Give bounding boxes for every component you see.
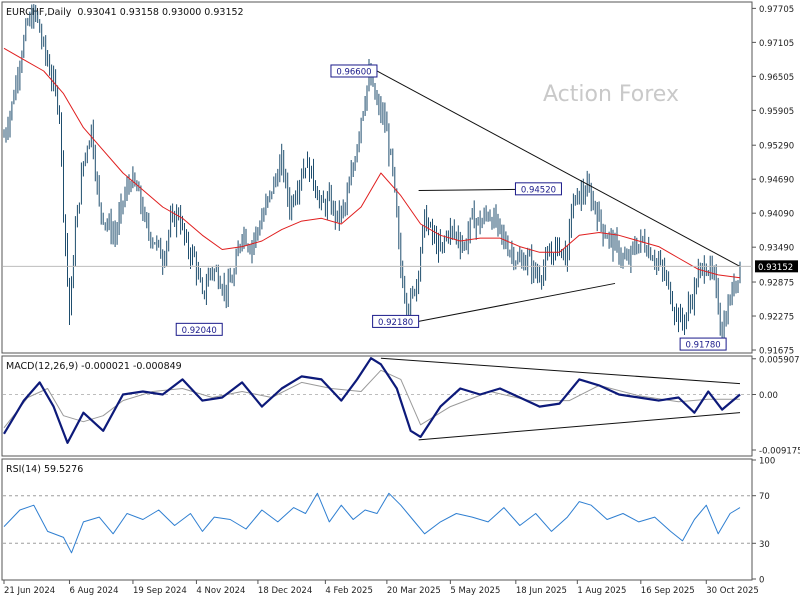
x-tick-label: 21 Jun 2024: [4, 586, 55, 596]
x-tick-label: 18 Dec 2024: [258, 586, 312, 596]
price-annotation-box: [679, 337, 727, 351]
price-y-tick-label: 0.97705: [759, 5, 794, 15]
price-annotation-label: 0.92180: [378, 318, 413, 328]
price-title: EURCHF,Daily 0.93041 0.93158 0.93000 0.93…: [6, 7, 244, 18]
rsi-series-layer: [3, 492, 752, 554]
ohlc-label: 0.93041 0.93158 0.93000 0.93152: [77, 7, 243, 18]
x-tick-label: 4 Nov 2024: [196, 586, 245, 596]
rsi-panel-frame: [1, 458, 753, 581]
x-axis: 21 Jun 2024 6 Aug 2024 19 Sep 2024 4 Nov 20…: [3, 580, 759, 596]
price-annotation-label: 0.91780: [686, 341, 721, 351]
rsi-y-tick-label: 70: [759, 492, 770, 502]
price-y-tick-label: 0.95905: [759, 107, 794, 117]
x-tick-label: 20 Mar 2025: [387, 586, 441, 596]
macd-y-tick-label: 0.005907: [759, 355, 800, 365]
price-y-tick-label: 0.93490: [759, 244, 794, 254]
frames: [1, 1, 753, 581]
price-annotation-box: [514, 182, 562, 196]
price-y-tick-label: 0.91675: [759, 347, 794, 357]
price-annotation-label: 0.94520: [521, 185, 556, 195]
watermark: Action Forex: [543, 82, 679, 107]
price-y-tick-label: 0.94090: [759, 210, 794, 220]
macd-trendline: [418, 412, 741, 441]
x-tick-label: 30 Oct 2025: [706, 586, 759, 596]
current-price-label: 0.93152: [758, 263, 793, 273]
rsi-title: RSI(14) 59.5276: [6, 464, 83, 475]
current-price-marker: 0.93152: [3, 260, 798, 273]
price-y-tick-label: 0.95290: [759, 142, 794, 152]
rsi-y-tick-label: 100: [759, 457, 775, 467]
price-bars: [3, 4, 741, 344]
price-y-axis: 0.97705 0.97105 0.96505 0.95905 0.95290 0.946…: [752, 5, 794, 357]
macd-y-axis: 0.005907 0.00 -0.009175: [752, 355, 800, 457]
price-y-tick-label: 0.96505: [759, 73, 794, 83]
rsi-line: [3, 492, 741, 554]
macd-y-tick-label: 0.00: [759, 391, 778, 401]
x-tick-label: 18 Jun 2025: [516, 586, 567, 596]
rsi-y-tick-label: 30: [759, 540, 770, 550]
price-annotation-box: [372, 314, 420, 328]
macd-title: MACD(12,26,9) -0.000021 -0.000849: [6, 361, 182, 372]
x-tick-label: 5 May 2025: [450, 586, 500, 596]
price-y-tick-label: 0.92875: [759, 279, 794, 289]
current-price-box: [755, 260, 798, 273]
macd-panel-frame: [1, 355, 753, 457]
macd-series-layer: [3, 357, 752, 444]
macd-trendline: [380, 357, 741, 385]
price-y-tick-label: 0.97105: [759, 39, 794, 49]
price-panel-frame: [1, 1, 753, 354]
x-tick-label: 16 Sep 2025: [641, 586, 695, 596]
rsi-y-axis: 100 70 30 0: [752, 457, 775, 586]
price-trendline: [376, 70, 741, 267]
x-tick-label: 4 Feb 2025: [325, 586, 373, 596]
price-annotation-box: [330, 64, 378, 78]
price-y-tick-label: 0.94690: [759, 176, 794, 186]
price-annotation-box: [175, 322, 223, 336]
x-tick-label: 19 Sep 2024: [133, 586, 187, 596]
price-annotations: 0.96600 0.94520 0.92040 0.92180 0.91780: [175, 64, 727, 351]
price-y-tick-label: 0.92275: [759, 313, 794, 323]
price-trendline: [418, 282, 616, 322]
price-annotation-label: 0.96600: [336, 67, 371, 77]
x-tick-label: 1 Aug 2025: [577, 586, 626, 596]
macd-line: [3, 357, 741, 444]
macd-y-tick-label: -0.009175: [759, 447, 800, 457]
x-tick-label: 6 Aug 2024: [69, 586, 118, 596]
moving-average-line: [3, 47, 741, 279]
instrument-label: EURCHF,Daily: [6, 7, 72, 18]
rsi-y-tick-label: 0: [759, 576, 764, 586]
price-annotation-label: 0.92040: [182, 326, 217, 336]
